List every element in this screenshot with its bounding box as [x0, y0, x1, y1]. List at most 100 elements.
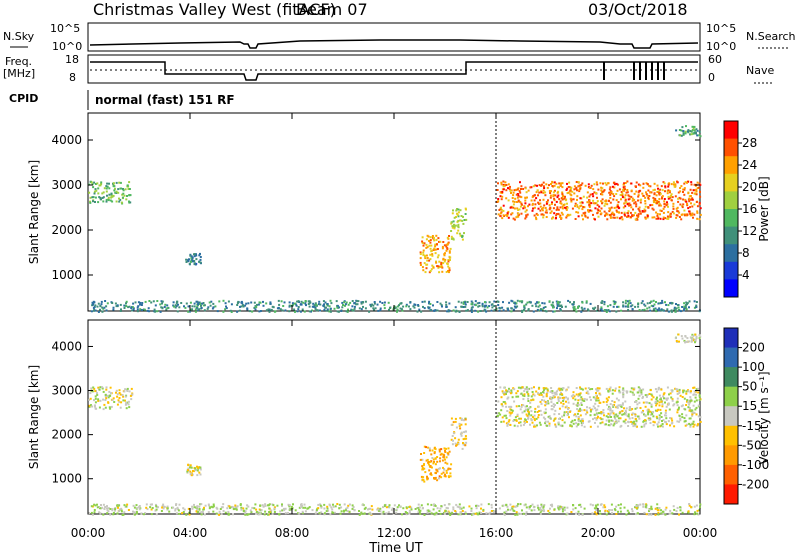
heatmap-cell [639, 407, 642, 409]
heatmap-cell [581, 513, 584, 516]
heatmap-cell [544, 207, 547, 209]
heatmap-cell [435, 511, 438, 514]
heatmap-cell [98, 388, 101, 391]
heatmap-cell [556, 390, 558, 393]
heatmap-cell [565, 400, 567, 403]
heatmap-cell [670, 417, 673, 420]
heatmap-cell [662, 510, 665, 513]
heatmap-cell [451, 212, 454, 215]
heatmap-cell [505, 503, 508, 506]
heatmap-cell [525, 413, 528, 416]
heatmap-cell [630, 305, 633, 308]
heatmap-cell [645, 191, 647, 194]
heatmap-cell [584, 413, 587, 416]
heatmap-cell [643, 208, 646, 211]
heatmap-cell [231, 505, 234, 508]
heatmap-cell [510, 406, 513, 408]
heatmap-cell [617, 305, 620, 308]
heatmap-cell [586, 411, 589, 414]
heatmap-cell [195, 254, 198, 257]
heatmap-cell [690, 133, 693, 136]
heatmap-cell [666, 386, 669, 389]
heatmap-cell [517, 187, 520, 190]
heatmap-cell [641, 411, 644, 414]
heatmap-cell [209, 506, 212, 509]
heatmap-cell [501, 190, 504, 193]
heatmap-cell [649, 301, 651, 304]
heatmap-cell [590, 209, 593, 212]
heatmap-cell [614, 389, 617, 392]
heatmap-cell [519, 503, 522, 506]
heatmap-cell [694, 341, 696, 344]
heatmap-cell [521, 411, 524, 414]
heatmap-cell [399, 505, 402, 508]
heatmap-cell [646, 307, 649, 310]
heatmap-cell [281, 503, 283, 506]
heatmap-cell [126, 390, 129, 392]
heatmap-cell [387, 511, 390, 514]
heatmap-cell [693, 213, 696, 216]
heatmap-cell [379, 510, 382, 513]
heatmap-cell [106, 509, 109, 512]
nave-tick-top: 60 [708, 53, 722, 66]
heatmap-cell [641, 210, 644, 212]
heatmap-cell [625, 390, 628, 393]
heatmap-cell [124, 395, 127, 398]
heatmap-cell [178, 512, 181, 515]
heatmap-cell [527, 309, 530, 312]
heatmap-cell [549, 212, 552, 214]
heatmap-cell [433, 477, 435, 479]
heatmap-cell [551, 505, 554, 508]
heatmap-cell [557, 212, 560, 215]
heatmap-cell [589, 410, 592, 413]
heatmap-cell [118, 510, 120, 513]
heatmap-cell [195, 300, 198, 303]
heatmap-cell [498, 507, 501, 510]
heatmap-cell [676, 397, 679, 400]
heatmap-cell [92, 303, 95, 306]
heatmap-cell [107, 199, 110, 202]
heatmap-cell [199, 303, 202, 305]
heatmap-cell [517, 209, 520, 211]
heatmap-cell [500, 206, 502, 209]
heatmap-cell [486, 306, 489, 309]
heatmap-cell [130, 398, 133, 401]
heatmap-cell [684, 181, 687, 184]
heatmap-cell [457, 215, 460, 218]
heatmap-cell [604, 214, 606, 217]
heatmap-cell [587, 209, 589, 212]
heatmap-cell [409, 301, 412, 304]
heatmap-cell [107, 507, 110, 510]
heatmap-cell [373, 308, 375, 311]
heatmap-cell [465, 430, 467, 433]
heatmap-cell [125, 505, 128, 508]
heatmap-cell [685, 392, 688, 395]
heatmap-cell [584, 184, 587, 187]
heatmap-cell [426, 234, 429, 237]
heatmap-cell [577, 416, 580, 418]
heatmap-cell [437, 477, 440, 480]
heatmap-cell [446, 507, 449, 510]
heatmap-cell [668, 512, 671, 515]
heatmap-cell [535, 218, 538, 221]
heatmap-cell [664, 412, 667, 414]
heatmap-cell [554, 194, 557, 197]
heatmap-cell [593, 417, 596, 420]
heatmap-cell [451, 435, 454, 437]
heatmap-cell [99, 196, 102, 199]
heatmap-cell [652, 189, 655, 192]
heatmap-cell [413, 306, 416, 309]
heatmap-cell [529, 401, 532, 404]
heatmap-cell [546, 186, 549, 189]
heatmap-cell [319, 309, 321, 312]
heatmap-cell [578, 188, 581, 191]
heatmap-cell [546, 389, 549, 392]
heatmap-cell [621, 196, 624, 199]
heatmap-cell [671, 399, 674, 402]
heatmap-cell [383, 304, 386, 307]
heatmap-cell [503, 414, 506, 417]
heatmap-cell [236, 505, 239, 508]
heatmap-cell [88, 398, 91, 401]
heatmap-cell [611, 185, 614, 188]
heatmap-cell [242, 507, 245, 510]
